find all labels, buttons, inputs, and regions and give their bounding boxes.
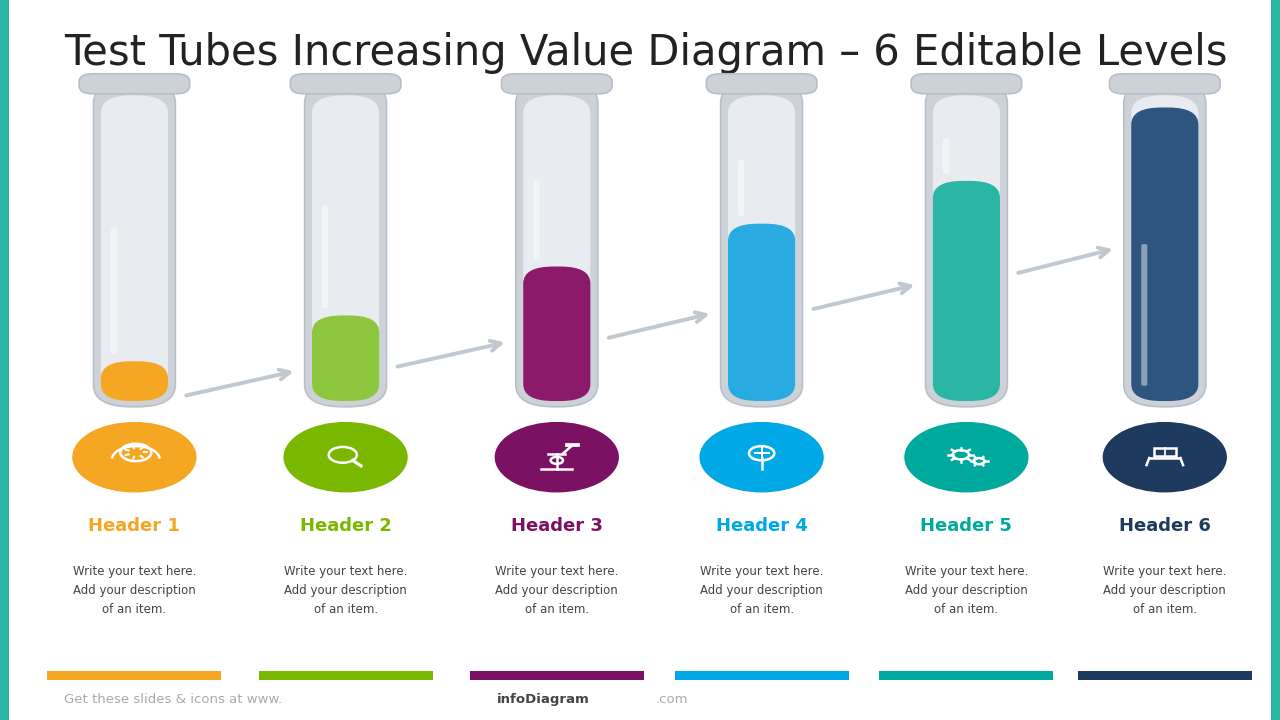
Circle shape: [73, 423, 196, 492]
FancyBboxPatch shape: [721, 81, 803, 407]
Bar: [259, 671, 433, 680]
FancyBboxPatch shape: [93, 81, 175, 407]
Text: Test Tubes Increasing Value Diagram – 6 Editable Levels: Test Tubes Increasing Value Diagram – 6 …: [64, 32, 1228, 74]
FancyBboxPatch shape: [925, 81, 1007, 407]
FancyBboxPatch shape: [1124, 81, 1206, 407]
Circle shape: [284, 423, 407, 492]
Text: Write your text here.
Add your description
of an item.: Write your text here. Add your descripti…: [905, 565, 1028, 616]
Text: Write your text here.
Add your description
of an item.: Write your text here. Add your descripti…: [495, 565, 618, 616]
Circle shape: [905, 423, 1028, 492]
FancyBboxPatch shape: [911, 73, 1021, 94]
Text: .com: .com: [655, 693, 687, 706]
Bar: [470, 671, 644, 680]
Text: Header 3: Header 3: [511, 517, 603, 534]
Text: infoDiagram: infoDiagram: [497, 693, 589, 706]
FancyBboxPatch shape: [1132, 95, 1198, 401]
FancyBboxPatch shape: [291, 73, 401, 94]
Text: Write your text here.
Add your description
of an item.: Write your text here. Add your descripti…: [73, 565, 196, 616]
FancyBboxPatch shape: [111, 228, 116, 354]
Text: Header 1: Header 1: [88, 517, 180, 534]
FancyBboxPatch shape: [728, 95, 795, 401]
Text: Write your text here.
Add your description
of an item.: Write your text here. Add your descripti…: [700, 565, 823, 616]
FancyBboxPatch shape: [933, 95, 1000, 401]
Circle shape: [495, 423, 618, 492]
FancyBboxPatch shape: [502, 73, 612, 94]
Bar: [0, 0, 9, 720]
FancyBboxPatch shape: [739, 159, 744, 217]
Text: Write your text here.
Add your description
of an item.: Write your text here. Add your descripti…: [1103, 565, 1226, 616]
Bar: [47, 671, 221, 680]
FancyBboxPatch shape: [1142, 244, 1147, 386]
Bar: [1153, 448, 1176, 456]
FancyBboxPatch shape: [305, 81, 387, 407]
Text: Header 5: Header 5: [920, 517, 1012, 534]
Text: Write your text here.
Add your description
of an item.: Write your text here. Add your descripti…: [284, 565, 407, 616]
FancyBboxPatch shape: [101, 361, 168, 401]
Circle shape: [1103, 423, 1226, 492]
FancyBboxPatch shape: [524, 266, 590, 401]
Circle shape: [700, 423, 823, 492]
FancyBboxPatch shape: [312, 315, 379, 401]
Text: Header 6: Header 6: [1119, 517, 1211, 534]
FancyBboxPatch shape: [79, 73, 189, 94]
FancyBboxPatch shape: [312, 95, 379, 401]
FancyBboxPatch shape: [933, 181, 1000, 401]
Bar: [675, 671, 849, 680]
FancyBboxPatch shape: [516, 81, 598, 407]
FancyBboxPatch shape: [943, 138, 948, 174]
Bar: [1271, 0, 1280, 720]
FancyBboxPatch shape: [1110, 73, 1220, 94]
Text: Get these slides & icons at www.: Get these slides & icons at www.: [64, 693, 283, 706]
Text: Header 4: Header 4: [716, 517, 808, 534]
FancyBboxPatch shape: [707, 73, 817, 94]
Bar: [1078, 671, 1252, 680]
FancyBboxPatch shape: [728, 224, 795, 401]
Text: Header 2: Header 2: [300, 517, 392, 534]
FancyBboxPatch shape: [1132, 107, 1198, 401]
FancyBboxPatch shape: [524, 95, 590, 401]
FancyBboxPatch shape: [323, 205, 328, 308]
FancyBboxPatch shape: [534, 181, 539, 259]
FancyBboxPatch shape: [101, 95, 168, 401]
Bar: [879, 671, 1053, 680]
